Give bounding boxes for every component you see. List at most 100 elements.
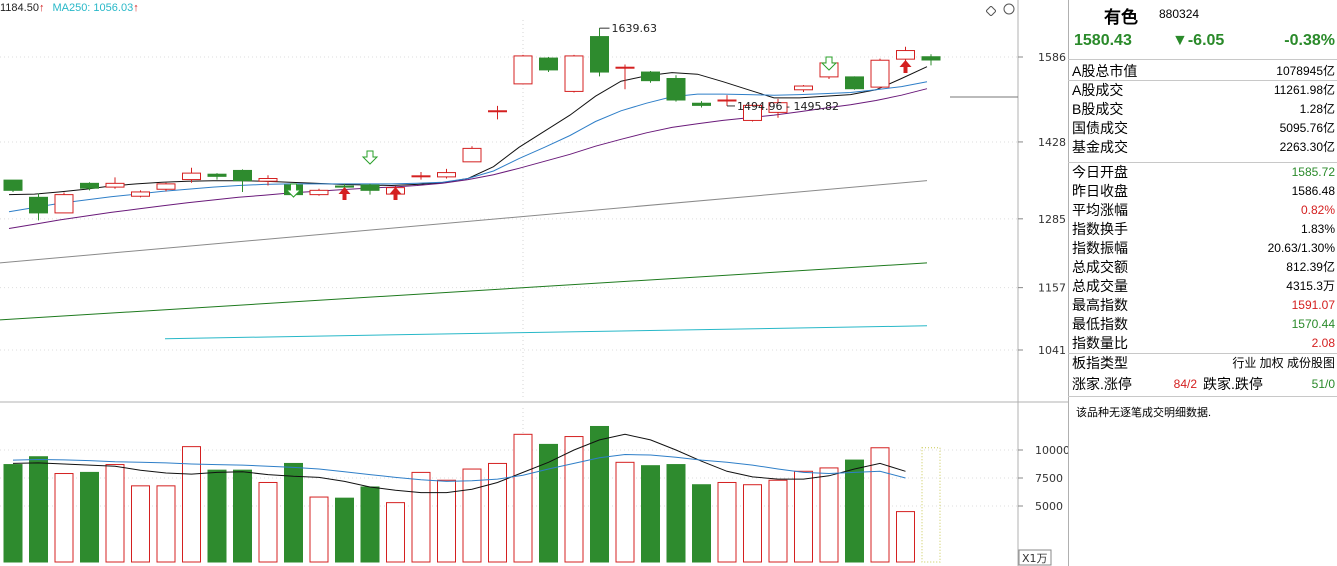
high-annotation: 1639.63: [612, 22, 658, 35]
volume-bar-current: [921, 447, 941, 563]
panel-separator: [1068, 59, 1337, 60]
ma250-up-arrow-icon: ↑: [133, 2, 139, 14]
volume-axis-label: 7500: [1035, 472, 1063, 485]
stat-value: 0.82%: [1300, 203, 1335, 217]
ma-line-ma_purple: [8, 88, 928, 229]
no-tick-data-note: 该品种无逐笔成交明细数据.: [1076, 407, 1212, 419]
ma250-readout: MA250: 1056.03: [52, 2, 134, 14]
volume-bar: [3, 464, 23, 563]
stat-label: 跌家.跌停: [1203, 376, 1263, 392]
stat-row: 平均涨幅 0.82%: [1068, 201, 1337, 220]
panel-divider: [1068, 0, 1069, 566]
candle-body: [921, 56, 941, 61]
price-axis-label: 1586: [1038, 51, 1066, 64]
candle-body: [615, 66, 635, 69]
row-separator: [1068, 80, 1337, 81]
stat-row: 昨日收盘 1586.48: [1068, 182, 1337, 201]
stat-label: A股总市值: [1072, 63, 1138, 79]
row-separator: [1068, 353, 1337, 354]
stat-label: 国债成交: [1072, 120, 1128, 136]
volume-bar: [743, 484, 762, 563]
stat-label: 昨日收盘: [1072, 183, 1128, 199]
stat-row: A股成交 11261.98亿: [1068, 81, 1337, 100]
candle-body: [513, 55, 533, 85]
price-axis-label: 1285: [1038, 213, 1066, 226]
volume-unit-label: X1万: [1022, 552, 1048, 565]
long-ma-lines: [0, 180, 928, 340]
volume-bar: [845, 459, 864, 563]
sell-arrow-icon: [820, 56, 838, 71]
stat-row: 总成交量 4315.3万: [1068, 277, 1337, 296]
volume-bar: [488, 462, 507, 563]
stat-label: 总成交量: [1072, 278, 1128, 294]
volume-bar: [564, 436, 584, 563]
candle-body: [692, 102, 711, 106]
stat-label: A股成交: [1072, 82, 1124, 98]
candle-body: [845, 76, 864, 90]
scroll-icon[interactable]: [1003, 2, 1015, 15]
candle-body: [870, 59, 890, 88]
price-readout: 1184.50: [0, 2, 39, 14]
candle-body: [437, 172, 456, 178]
candle-body: [539, 57, 558, 71]
volume-bar: [386, 502, 405, 563]
candle-body: [182, 172, 201, 181]
diamond-icon[interactable]: [985, 3, 997, 17]
volume-ma-black: [12, 433, 906, 494]
volume-bar: [641, 465, 660, 563]
volume-bar: [692, 484, 711, 563]
volume-bar: [615, 461, 635, 563]
low-annotation: 1494.96 - 1495.82: [737, 100, 839, 113]
volume-bar: [131, 485, 150, 563]
ma-line-ma_green: [0, 262, 928, 321]
stat-row: B股成交 1.28亿: [1068, 100, 1337, 119]
volume-bar: [896, 511, 915, 563]
candle-body: [590, 36, 609, 73]
index-code: 880324: [1159, 7, 1200, 21]
candle-body: [131, 191, 150, 197]
stat-row: 指数量比 2.08: [1068, 334, 1337, 353]
candle-body: [29, 196, 48, 214]
volume-bar: [309, 496, 329, 563]
last-price: 1580.43: [1074, 32, 1132, 49]
stat-value: 4315.3万: [1286, 279, 1335, 293]
candle-body: [488, 110, 507, 113]
stat-row: 指数换手 1.83%: [1068, 220, 1337, 239]
volume-bar: [513, 433, 533, 563]
stat-value: 1570.44: [1291, 317, 1335, 331]
candle-body: [462, 147, 482, 163]
volume-bar: [182, 446, 201, 563]
volume-ma-blue: [12, 453, 906, 482]
candle-body: [743, 104, 762, 121]
stat-row: 指数振幅 20.63/1.30%: [1068, 239, 1337, 258]
volume-bar: [156, 485, 176, 563]
ma-readout: 1184.50↑ MA250: 1056.03↑: [0, 0, 139, 16]
stat-value: 1586.48: [1291, 184, 1335, 198]
candles-layer: [3, 28, 941, 221]
volume-bar: [411, 471, 431, 563]
stat-value: 1591.07: [1291, 298, 1335, 312]
price-change: ▼-6.05: [1172, 32, 1225, 49]
price-up-arrow-icon: ↑: [38, 2, 45, 14]
volume-bar: [768, 479, 788, 563]
candle-body: [717, 99, 737, 102]
stat-value: 20.63/1.30%: [1267, 241, 1335, 255]
volume-bar: [233, 469, 252, 563]
stat-row: A股总市值 1078945亿: [1068, 62, 1337, 81]
price-axis-label: 1041: [1038, 344, 1066, 357]
volume-bar: [258, 481, 278, 563]
volume-axis-label: 10000: [1035, 444, 1068, 457]
candle-body: [641, 71, 660, 82]
stat-value: 行业 加权 成份股图: [1232, 356, 1335, 370]
ma-line-ma_gray: [0, 180, 928, 264]
candle-body: [3, 179, 23, 191]
ma-line-ma_blue: [8, 81, 928, 213]
volume-bar: [360, 486, 380, 563]
stat-value: 2.08: [1311, 336, 1335, 350]
candle-body: [335, 185, 354, 188]
candle-body: [768, 102, 788, 113]
stat-label: 平均涨幅: [1072, 202, 1128, 218]
stat-value: 1585.72: [1291, 165, 1335, 179]
volume-bar: [717, 481, 737, 563]
volume-bar: [666, 464, 686, 563]
